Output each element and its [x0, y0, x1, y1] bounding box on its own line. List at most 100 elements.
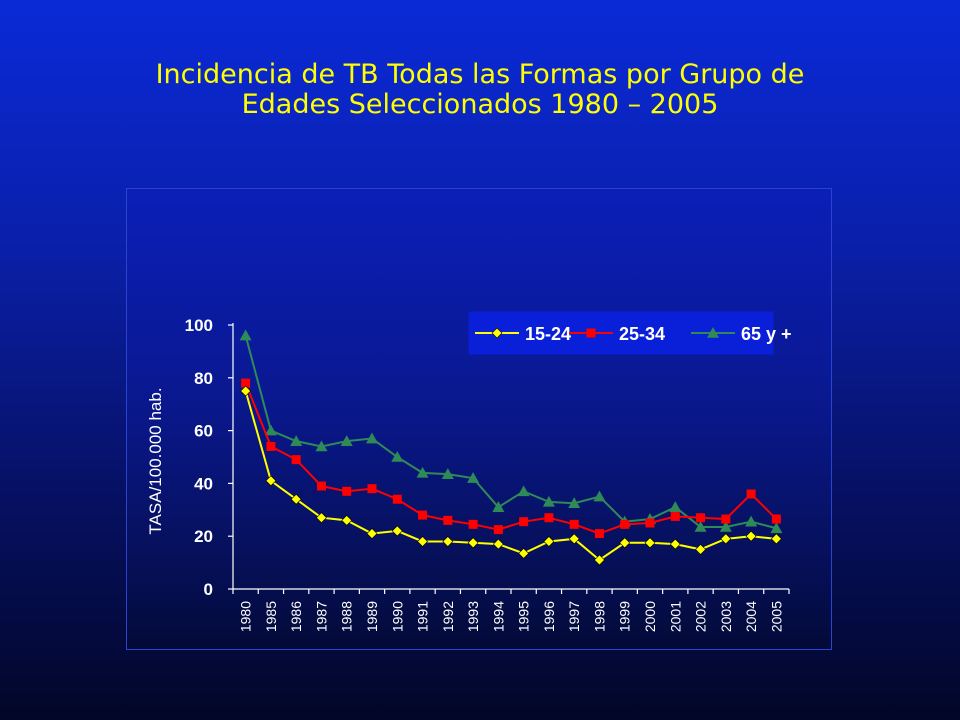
x-tick-label: 1985 [263, 601, 279, 632]
data-point-65-y [391, 451, 404, 462]
data-point-65-y [694, 520, 707, 532]
data-point-15-24 [594, 554, 605, 566]
y-tick-label: 80 [194, 369, 213, 388]
data-point-65-y [669, 501, 682, 512]
data-point-15-24 [543, 536, 555, 547]
data-point-25-34 [266, 441, 276, 451]
legend-marker-65-y [707, 327, 719, 338]
data-point-15-24 [290, 493, 302, 505]
y-tick-label: 100 [185, 316, 213, 335]
data-point-65-y [467, 472, 480, 483]
data-point-15-24 [442, 536, 454, 547]
data-point-15-24 [316, 512, 327, 524]
y-tick-label: 0 [204, 580, 213, 599]
legend-label-25-34: 25-34 [619, 324, 665, 344]
data-point-25-34 [316, 481, 326, 491]
data-point-15-24 [745, 530, 757, 542]
series-line-15-24 [244, 390, 777, 562]
slide-title: Incidencia de TB Todas las Formas por Gr… [0, 60, 960, 120]
data-point-25-34 [771, 514, 781, 524]
data-point-25-34 [544, 513, 554, 523]
data-point-25-34 [443, 515, 453, 525]
data-point-15-24 [669, 538, 681, 550]
data-point-15-24 [720, 533, 732, 545]
data-point-15-24 [770, 533, 782, 545]
data-point-15-24 [417, 536, 428, 547]
data-point-25-34 [746, 489, 756, 499]
data-point-25-34 [367, 484, 377, 494]
data-point-65-y [719, 520, 732, 532]
slide-title-line-1: Incidencia de TB Todas las Formas por Gr… [155, 59, 805, 90]
data-point-25-34 [696, 513, 706, 523]
x-tick-label: 1999 [617, 601, 633, 632]
x-tick-label: 1992 [440, 601, 456, 632]
slide-title-line-2: Edades Seleccionados 1980 – 2005 [241, 89, 719, 120]
data-point-25-34 [392, 494, 402, 504]
legend-label-15-24: 15-24 [525, 324, 571, 344]
data-point-65-y [542, 495, 555, 507]
x-tick-label: 1986 [288, 601, 304, 632]
x-tick-label: 1998 [591, 601, 607, 632]
data-point-15-24 [366, 528, 378, 539]
legend-label-65-y: 65 y + [741, 324, 792, 344]
data-point-25-34 [721, 514, 731, 524]
data-point-15-24 [341, 514, 353, 526]
x-tick-label: 2004 [743, 601, 759, 632]
data-point-65-y [264, 424, 277, 436]
y-tick-label: 20 [194, 527, 213, 546]
data-point-15-24 [492, 538, 504, 550]
x-tick-label: 1994 [490, 601, 506, 632]
legend-marker-25-34 [586, 328, 596, 338]
x-tick-label: 2000 [642, 601, 658, 632]
data-point-65-y [770, 522, 783, 534]
data-point-25-34 [569, 519, 579, 529]
legend-marker-15-24 [491, 327, 503, 339]
data-point-15-24 [240, 385, 252, 397]
x-tick-label: 1996 [541, 601, 557, 632]
x-tick-label: 1995 [516, 601, 532, 632]
data-point-65-y [290, 435, 303, 446]
x-tick-label: 1988 [339, 601, 355, 632]
data-point-15-24 [695, 543, 706, 555]
data-point-65-y [239, 329, 252, 341]
data-point-25-34 [493, 525, 503, 535]
data-point-25-34 [620, 519, 630, 529]
data-point-15-24 [265, 475, 277, 487]
x-tick-label: 1990 [389, 601, 405, 632]
x-tick-label: 1993 [465, 601, 481, 632]
y-axis-title: TASA/100.000 hab. [146, 387, 165, 534]
line-chart: 0 20 40 60 80 100 1980 1985 1986 1987 1988 1989 1990… [146, 311, 792, 632]
x-tick-label: 1987 [313, 601, 329, 632]
series-line-25-34 [244, 382, 778, 535]
data-point-65-y [315, 440, 328, 452]
x-tick-label: 1980 [238, 601, 254, 632]
data-point-15-24 [644, 537, 656, 549]
data-point-65-y [441, 468, 454, 479]
y-tick-label: 40 [194, 474, 213, 493]
data-point-65-y [593, 490, 606, 502]
data-point-65-y [492, 501, 505, 512]
x-tick-label: 1989 [364, 601, 380, 632]
x-tick-label: 2005 [768, 601, 784, 632]
data-point-25-34 [241, 378, 251, 388]
x-tick-label: 2003 [718, 601, 734, 632]
data-point-15-24 [568, 533, 580, 545]
data-point-65-y [340, 435, 353, 446]
data-point-65-y [568, 497, 581, 508]
x-tick-label: 2001 [667, 601, 683, 632]
data-point-15-24 [467, 537, 479, 549]
data-point-25-34 [291, 455, 301, 465]
data-point-25-34 [418, 510, 428, 520]
data-point-15-24 [619, 537, 631, 549]
data-point-65-y [416, 466, 429, 478]
data-point-65-y [366, 432, 378, 444]
data-point-25-34 [342, 486, 352, 496]
data-point-15-24 [391, 525, 403, 537]
x-tick-label: 1997 [566, 601, 582, 632]
data-point-25-34 [468, 519, 478, 529]
data-point-15-24 [518, 547, 530, 559]
x-tick-label: 1991 [415, 601, 431, 632]
data-point-25-34 [670, 511, 680, 521]
series-line-65-y [244, 335, 777, 530]
data-point-25-34 [519, 517, 529, 527]
